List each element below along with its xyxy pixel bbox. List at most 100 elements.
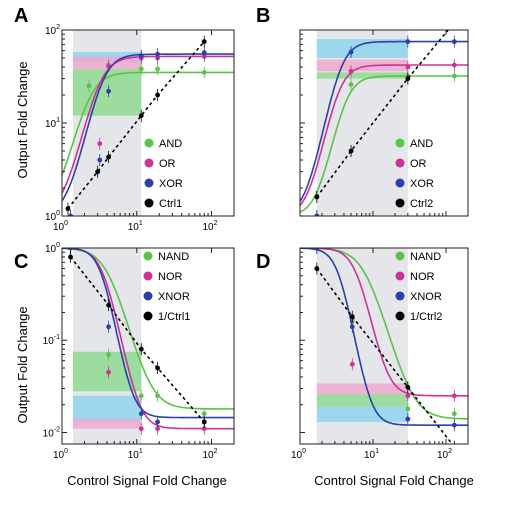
legend-label: NAND (158, 251, 189, 263)
panel-a: 100 101 102 100 101 102 A AND OR XOR Ctrl1 (14, 5, 235, 233)
panel-letter: A (14, 5, 28, 27)
series-1-ctrl2-point (314, 266, 320, 271)
x-tick-label: 102 (202, 220, 217, 233)
legend-marker (395, 271, 405, 281)
legend: NAND NOR XNOR 1/Ctrl2 (395, 251, 442, 323)
legend-label: XNOR (410, 291, 442, 303)
series-xor-fit (300, 40, 468, 202)
legend: NAND NOR XNOR 1/Ctrl1 (143, 251, 190, 323)
legend-marker (143, 291, 153, 301)
y-tick-label: 102 (45, 24, 60, 37)
series-nand-point (405, 406, 411, 412)
series-1-ctrl2-point (405, 384, 411, 390)
plot-area (300, 20, 468, 216)
series-ctrl1-point (95, 169, 101, 175)
series-xnor-point (68, 248, 73, 251)
series-nor-point (201, 426, 207, 432)
series-xnor-point (405, 416, 411, 422)
series-nor-point (405, 393, 411, 399)
legend-label: AND (159, 138, 182, 150)
series-nor-point (106, 369, 111, 375)
series-and-fit (300, 75, 468, 213)
x-tick-label: 100 (291, 448, 306, 461)
series-or-point (451, 62, 457, 68)
legend-marker (143, 311, 153, 321)
series-ctrl1-point (201, 39, 207, 45)
series-xor-point (451, 39, 457, 45)
legend-label: 1/Ctrl2 (410, 311, 442, 323)
panel-letter: D (256, 251, 270, 273)
series-xnor-point (155, 419, 160, 425)
series-or-point (348, 68, 354, 74)
series-xnor-point (349, 324, 355, 330)
legend-marker (395, 138, 405, 148)
series-xnor-point (314, 248, 320, 251)
legend-label: Ctrl2 (410, 198, 433, 210)
x-tick-label: 102 (202, 448, 217, 461)
plot-frame (61, 247, 235, 445)
series-nor-point (451, 393, 457, 399)
xlabel-left: Control Signal Fold Change (67, 473, 227, 488)
x-tick-label: 101 (128, 448, 143, 461)
series-and-point (348, 82, 354, 87)
legend: AND OR XOR Ctrl1 (144, 138, 183, 210)
series-xor-point (138, 53, 144, 59)
series-ctrl1-point (138, 113, 144, 119)
legend-label: NOR (410, 271, 435, 283)
y-tick-label: 100 (45, 242, 60, 255)
legend-label: XOR (410, 178, 434, 190)
series-and-point (138, 66, 144, 72)
series-nor-point (155, 426, 160, 432)
legend-label: NAND (410, 251, 441, 263)
output-band (316, 72, 408, 79)
output-band (72, 395, 142, 422)
series-and-point (155, 66, 160, 72)
y-tick-label: 10-1 (43, 334, 60, 347)
series-ctrl1-point (155, 92, 160, 98)
series-xor-point (68, 213, 73, 216)
series-1-ctrl1-point (201, 419, 207, 425)
series-ctrl2-point (452, 20, 457, 25)
series-ctrl1-point (65, 206, 71, 212)
series-1-ctrl2-line (316, 268, 454, 444)
series-nand-point (201, 411, 207, 417)
legend-marker (395, 251, 405, 261)
legend-marker (395, 291, 405, 301)
series-1-ctrl1-point (138, 346, 144, 352)
series-xor-point (201, 50, 207, 56)
series-xnor-fit (62, 248, 234, 419)
y-tick-label: 101 (45, 117, 60, 130)
output-band (316, 406, 408, 422)
legend-marker (395, 311, 405, 321)
legend-label: AND (410, 138, 433, 150)
series-or-fit (300, 64, 468, 206)
plot-frame (299, 247, 469, 445)
legend-marker (143, 251, 153, 261)
series-ctrl2-point (348, 148, 354, 154)
series-ctrl2-line (316, 30, 450, 198)
legend-label: 1/Ctrl1 (158, 311, 190, 323)
x-tick-label: 102 (437, 448, 452, 461)
series-ctrl2-point (405, 76, 411, 82)
series-1-ctrl1-point (68, 254, 73, 260)
series-xor-point (155, 51, 160, 57)
panel-d: 100 101 102 D NAND NOR XNOR 1/Ctrl2 (256, 247, 469, 461)
panel-b: B AND OR XOR Ctrl2 (256, 5, 469, 217)
series-nand-point (138, 393, 144, 399)
xlabel-right: Control Signal Fold Change (314, 473, 474, 488)
legend-label: OR (410, 158, 427, 170)
output-band (316, 394, 408, 407)
output-band (316, 39, 408, 58)
legend-label: Ctrl1 (159, 198, 182, 210)
legend-label: XOR (159, 178, 183, 190)
series-nand-point (106, 352, 111, 357)
series-xor-point (97, 157, 103, 163)
output-band (316, 383, 408, 395)
legend: AND OR XOR Ctrl2 (395, 138, 434, 210)
series-and-point (451, 73, 457, 79)
series-xnor-fit (300, 248, 468, 426)
legend-marker (395, 178, 405, 188)
legend-marker (395, 198, 405, 208)
plot-area (62, 30, 234, 216)
series-nor-point (138, 426, 144, 432)
